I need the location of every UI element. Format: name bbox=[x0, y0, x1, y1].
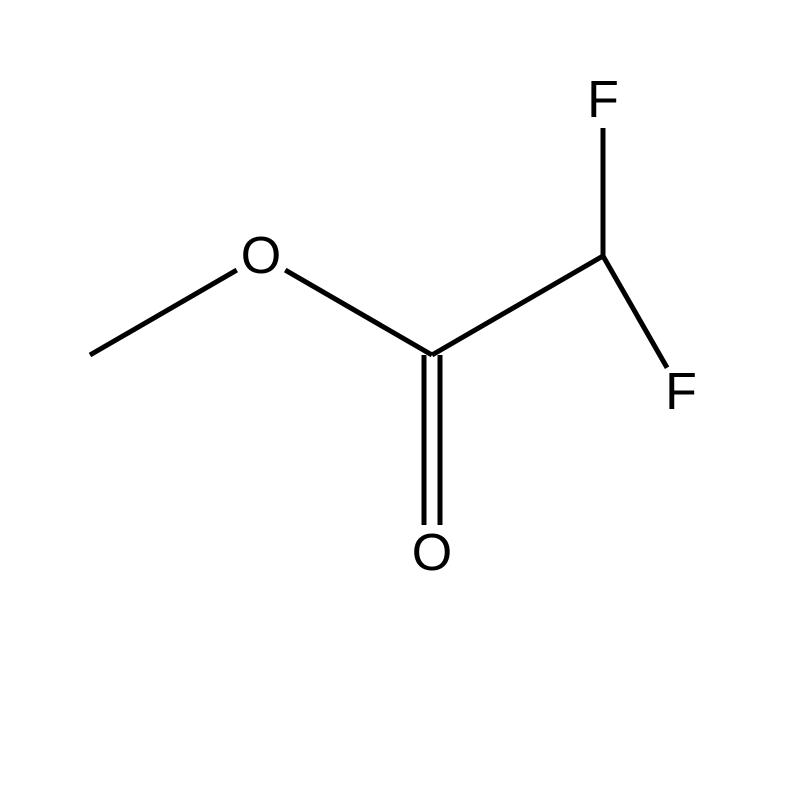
atom-label-o: O bbox=[241, 227, 281, 285]
bond-line bbox=[432, 256, 603, 355]
atom-label-o: O bbox=[412, 524, 452, 582]
molecule-canvas: O O F F bbox=[0, 0, 800, 800]
bond-line bbox=[90, 270, 237, 355]
bond-line bbox=[285, 270, 432, 355]
bond-line bbox=[603, 256, 667, 368]
atom-label-f: F bbox=[665, 363, 697, 421]
atom-label-f: F bbox=[587, 71, 619, 129]
